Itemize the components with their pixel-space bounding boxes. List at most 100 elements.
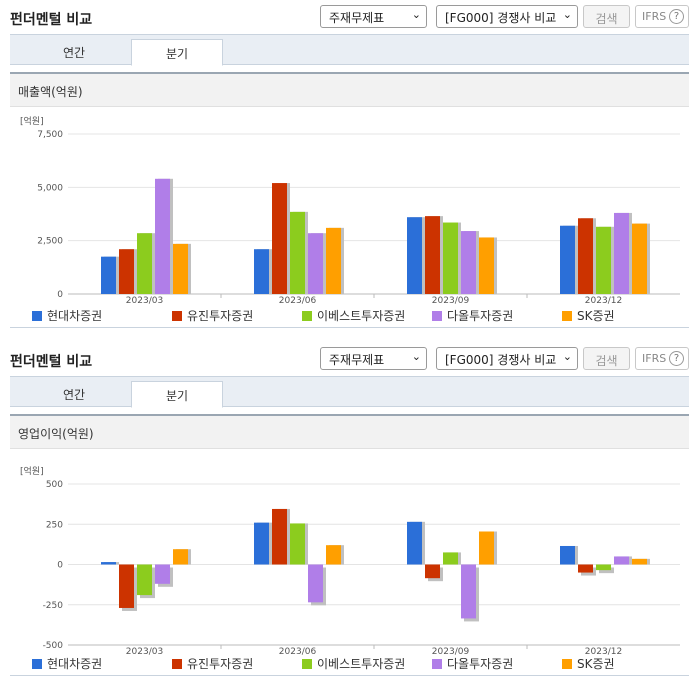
search-button[interactable]: 검색 — [583, 5, 630, 28]
y-tick-label: 2,500 — [37, 237, 63, 247]
statement-select-value: 주재무제표 — [329, 353, 385, 367]
bar — [173, 243, 188, 294]
x-tick-label: 2023/12 — [585, 296, 622, 306]
bar — [101, 256, 116, 294]
bar — [479, 237, 494, 294]
legend-item[interactable]: SK증권 — [562, 307, 615, 324]
x-tick-label: 2023/09 — [432, 296, 470, 306]
y-tick-label: 7,500 — [37, 130, 63, 140]
x-tick-label: 2023/03 — [126, 296, 163, 306]
y-tick-label: -500 — [43, 641, 64, 651]
panel-title: 펀더멘털 비교 — [10, 12, 93, 28]
legend-swatch — [432, 659, 442, 669]
chevron-down-icon: ⌄ — [562, 8, 572, 21]
tab-quarterly[interactable]: 분기 — [131, 381, 223, 408]
search-button[interactable]: 검색 — [583, 347, 630, 370]
legend-label: SK증권 — [577, 657, 615, 671]
help-icon: ? — [669, 9, 684, 24]
legend-label: 다올투자증권 — [447, 309, 514, 323]
y-tick-label: -250 — [43, 601, 64, 611]
legend-swatch — [172, 659, 182, 669]
y-tick-label: 5,000 — [37, 183, 63, 193]
bar — [443, 552, 458, 565]
x-tick-label: 2023/09 — [432, 647, 470, 656]
peer-group-select-value: [FG000] 경쟁사 비교 — [445, 11, 557, 25]
legend-item[interactable]: 유진투자증권 — [172, 307, 253, 324]
bar — [443, 222, 458, 294]
bar — [272, 508, 287, 565]
bar — [614, 556, 629, 565]
bar — [596, 226, 611, 294]
tab-quarterly[interactable]: 분기 — [131, 39, 223, 66]
peer-group-select[interactable]: [FG000] 경쟁사 비교 ⌄ — [436, 5, 578, 28]
statement-select-value: 주재무제표 — [329, 11, 385, 25]
legend-item[interactable]: 현대차증권 — [32, 307, 102, 324]
legend-item[interactable]: 이베스트투자증권 — [302, 307, 405, 324]
bar — [578, 218, 593, 294]
legend-swatch — [562, 659, 572, 669]
legend-item[interactable]: 다올투자증권 — [432, 307, 513, 324]
legend-item[interactable]: 이베스트투자증권 — [302, 655, 405, 672]
panel-header: 펀더멘털 비교 주재무제표 ⌄ [FG000] 경쟁사 비교 ⌄ 검색 IFRS… — [0, 0, 696, 34]
ifrs-help-button[interactable]: IFRS ? — [635, 347, 689, 370]
chart-container: 영업이익(억원) [억원] -500 -250 0 250 500 2023/03 2023/… — [10, 414, 689, 676]
bar-chart: [억원] -500 -250 0 250 500 2023/03 2023/06 2023/09… — [20, 465, 680, 656]
peer-group-select[interactable]: [FG000] 경쟁사 비교 ⌄ — [436, 347, 578, 370]
x-tick-label: 2023/06 — [279, 647, 317, 656]
legend-label: 현대차증권 — [47, 309, 103, 323]
legend-item[interactable]: 다올투자증권 — [432, 655, 513, 672]
ifrs-label: IFRS — [642, 352, 667, 365]
ifrs-label: IFRS — [642, 10, 667, 23]
chart-title-bar: 영업이익(억원) — [10, 416, 689, 449]
bar — [578, 564, 593, 573]
bar — [461, 231, 476, 294]
period-tabs: 연간 분기 — [10, 376, 689, 408]
bar — [479, 531, 494, 565]
ifrs-help-button[interactable]: IFRS ? — [635, 5, 689, 28]
x-tick-label: 2023/06 — [279, 296, 317, 306]
y-tick-label: 0 — [57, 561, 63, 571]
tab-annual[interactable]: 연간 — [62, 388, 86, 402]
chevron-down-icon: ⌄ — [411, 8, 421, 21]
y-tick-label: 500 — [46, 480, 63, 490]
bar — [425, 564, 440, 579]
chart-title: 영업이익(억원) — [18, 427, 94, 441]
bar — [254, 522, 269, 565]
chevron-down-icon: ⌄ — [411, 350, 421, 363]
legend-item[interactable]: 현대차증권 — [32, 655, 102, 672]
legend-item[interactable]: SK증권 — [562, 655, 615, 672]
tab-annual[interactable]: 연간 — [62, 46, 86, 60]
unit-label: [억원] — [20, 115, 44, 127]
bar — [632, 223, 647, 294]
bar — [137, 564, 152, 596]
legend-swatch — [32, 659, 42, 669]
legend-item[interactable]: 유진투자증권 — [172, 655, 253, 672]
panel-header: 펀더멘털 비교 주재무제표 ⌄ [FG000] 경쟁사 비교 ⌄ 검색 IFRS… — [0, 342, 696, 376]
bar — [173, 549, 188, 565]
legend-label: 이베스트투자증권 — [317, 309, 406, 323]
bar — [254, 249, 269, 294]
legend-swatch — [432, 311, 442, 321]
legend-swatch — [302, 659, 312, 669]
y-tick-label: 250 — [46, 520, 63, 530]
bar — [632, 558, 647, 565]
bar — [407, 521, 422, 565]
chart-title-bar: 매출액(억원) — [10, 74, 689, 107]
bar — [155, 178, 170, 294]
bar — [461, 564, 476, 619]
bar — [272, 183, 287, 294]
statement-select[interactable]: 주재무제표 ⌄ — [320, 5, 427, 28]
bar-chart: [억원] 0 2,500 5,000 7,500 2023/03 2023/06 2023/0… — [20, 115, 680, 306]
unit-label: [억원] — [20, 465, 44, 477]
x-tick-label: 2023/03 — [126, 647, 163, 656]
bar — [407, 217, 422, 294]
bar — [155, 564, 170, 584]
chevron-down-icon: ⌄ — [562, 350, 572, 363]
panel-title: 펀더멘털 비교 — [10, 354, 93, 370]
legend-label: 이베스트투자증권 — [317, 657, 406, 671]
statement-select[interactable]: 주재무제표 ⌄ — [320, 347, 427, 370]
bar — [290, 211, 305, 294]
peer-group-select-value: [FG000] 경쟁사 비교 — [445, 353, 557, 367]
bar — [596, 564, 611, 571]
legend-label: 유진투자증권 — [187, 309, 254, 323]
